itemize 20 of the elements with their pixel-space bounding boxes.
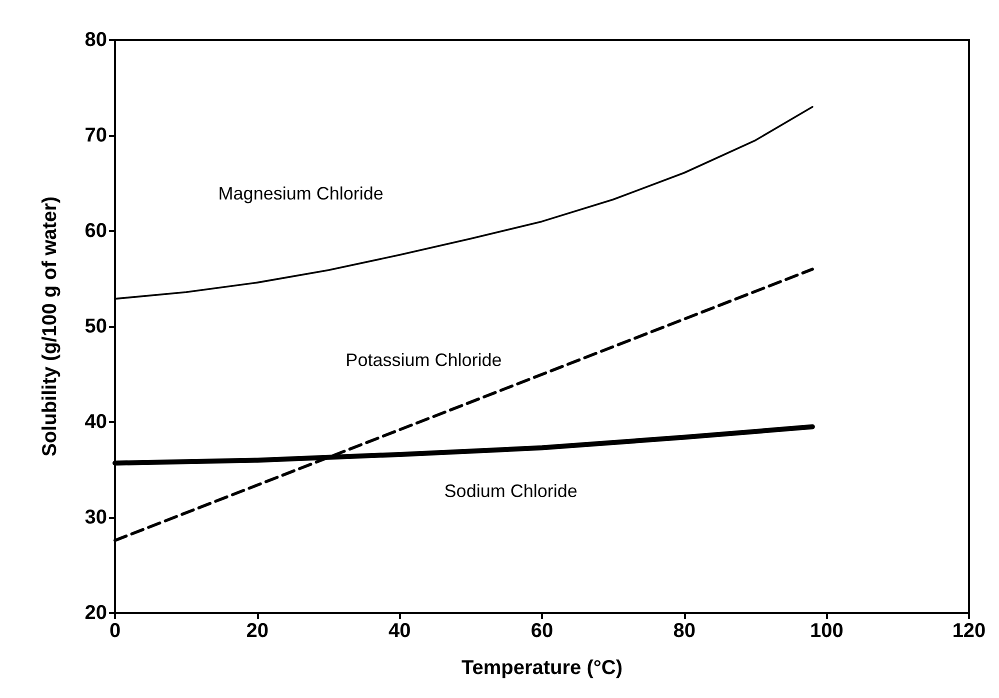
series-label: Potassium Chloride — [346, 350, 502, 370]
x-tick-label: 100 — [810, 620, 844, 642]
x-tick-label: 40 — [388, 620, 411, 642]
x-tick-label: 60 — [530, 620, 554, 642]
y-tick-label: 40 — [84, 411, 107, 433]
x-tick-label: 120 — [952, 620, 986, 642]
y-tick-label: 70 — [84, 124, 107, 146]
series-label: Sodium Chloride — [444, 481, 578, 502]
x-tick-label: 20 — [246, 620, 268, 642]
y-axis-title: Solubility (g/100 g of water) — [39, 196, 61, 457]
x-axis-title: Temperature (°C) — [462, 657, 622, 679]
y-tick-label: 80 — [84, 29, 107, 51]
x-tick-label: 0 — [109, 620, 121, 642]
line-series — [114, 106, 814, 300]
y-tick-label: 50 — [84, 316, 107, 338]
text: Magnesium Chloride — [218, 184, 384, 204]
y-tick-label: 30 — [84, 506, 107, 528]
x-tick-label: 80 — [673, 620, 696, 642]
y-tick-label: 60 — [84, 220, 107, 242]
y-tick-label: 20 — [84, 602, 107, 624]
